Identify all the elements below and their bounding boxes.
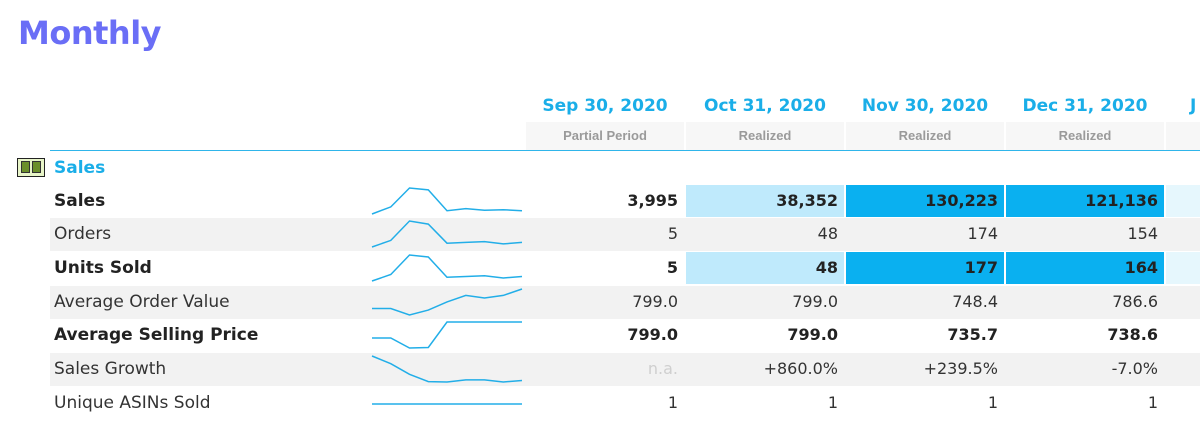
value-cell[interactable]: 5 [666, 258, 678, 277]
sparkline [372, 403, 522, 405]
value-cell[interactable]: 48 [817, 224, 838, 243]
value-cell[interactable]: 1 [987, 393, 998, 412]
value-cell-partial [1166, 185, 1200, 217]
table-row: Units Sold 5 48 177 164 [50, 252, 1200, 285]
value-cell[interactable]: 174 [967, 224, 998, 243]
row-label: Sales [54, 191, 106, 211]
value-cell-partial [1166, 319, 1200, 351]
value-cell[interactable]: 164 [1006, 252, 1164, 284]
sparkline [372, 288, 523, 316]
row-label: Average Selling Price [54, 325, 259, 345]
sparkline-path [371, 355, 523, 383]
value-cell[interactable]: 38,352 [686, 185, 844, 217]
sparkline-path [371, 254, 523, 282]
value-cell[interactable]: 121,136 [1006, 185, 1164, 217]
column-date-5[interactable]: J [1190, 96, 1197, 116]
table-row: Sales Growth n.a. +860.0% +239.5% -7.0% [50, 353, 1200, 386]
value-cell[interactable]: +860.0% [763, 359, 838, 378]
value-cell[interactable]: 1 [1147, 393, 1158, 412]
sparkline-path [372, 288, 523, 316]
value-cell-partial [1166, 252, 1200, 284]
value-cell[interactable]: 177 [846, 252, 1004, 284]
table-row: Average Order Value 799.0 799.0 748.4 786.6 [50, 286, 1200, 319]
value-cell[interactable]: 48 [686, 252, 844, 284]
table-row: Unique ASINs Sold 1 1 1 1 [50, 387, 1200, 420]
row-label: Sales Growth [54, 359, 167, 379]
sparkline-path [371, 220, 523, 248]
sparkline [371, 254, 523, 282]
table-row: Average Selling Price 799.0 799.0 735.7 738.… [50, 319, 1200, 352]
column-status-4: Realized [1006, 122, 1164, 150]
table-row: Sales 3,995 38,352 130,223 121,136 [50, 185, 1200, 218]
money-icon[interactable] [17, 158, 45, 177]
value-cell[interactable]: 1 [827, 393, 838, 412]
value-cell[interactable]: 748.4 [952, 292, 998, 311]
section-title[interactable]: Sales [54, 158, 106, 178]
value-cell[interactable]: +239.5% [923, 359, 998, 378]
page-title: Monthly [18, 14, 162, 52]
row-label: Average Order Value [54, 292, 230, 312]
value-cell[interactable]: 799.0 [632, 292, 678, 311]
table-row: Orders 5 48 174 154 [50, 218, 1200, 251]
column-status-1: Partial Period [526, 122, 684, 150]
value-cell[interactable]: 799.0 [627, 325, 678, 344]
sparkline-path [372, 321, 522, 349]
sparkline-path [371, 187, 523, 215]
sparkline [371, 187, 523, 215]
value-cell[interactable]: 735.7 [947, 325, 998, 344]
header-divider [50, 150, 1200, 151]
value-cell[interactable]: n.a. [647, 359, 678, 378]
column-date-2[interactable]: Oct 31, 2020 [704, 96, 826, 116]
value-cell-partial [1166, 218, 1200, 250]
sparkline [371, 220, 523, 248]
value-cell[interactable]: 786.6 [1112, 292, 1158, 311]
value-cell[interactable]: 3,995 [627, 191, 678, 210]
row-label: Orders [54, 224, 112, 244]
value-cell[interactable]: 1 [667, 393, 678, 412]
column-status-3: Realized [846, 122, 1004, 150]
value-cell[interactable]: 154 [1127, 224, 1158, 243]
value-cell-partial [1166, 353, 1200, 385]
column-date-3[interactable]: Nov 30, 2020 [861, 96, 989, 116]
value-cell[interactable]: 799.0 [787, 325, 838, 344]
value-cell[interactable]: 130,223 [846, 185, 1004, 217]
value-cell-partial [1166, 286, 1200, 318]
row-label: Unique ASINs Sold [54, 393, 211, 413]
column-status-2: Realized [686, 122, 844, 150]
value-cell[interactable]: -7.0% [1111, 359, 1158, 378]
row-label: Units Sold [54, 258, 152, 278]
sparkline [372, 321, 522, 349]
value-cell[interactable]: 738.6 [1107, 325, 1158, 344]
value-cell-partial [1166, 387, 1200, 419]
column-date-1[interactable]: Sep 30, 2020 [542, 96, 668, 116]
value-cell[interactable]: 5 [667, 224, 678, 243]
value-cell[interactable]: 799.0 [792, 292, 838, 311]
column-status-5 [1166, 122, 1200, 150]
sparkline [371, 355, 523, 383]
column-date-4[interactable]: Dec 31, 2020 [1022, 96, 1148, 116]
